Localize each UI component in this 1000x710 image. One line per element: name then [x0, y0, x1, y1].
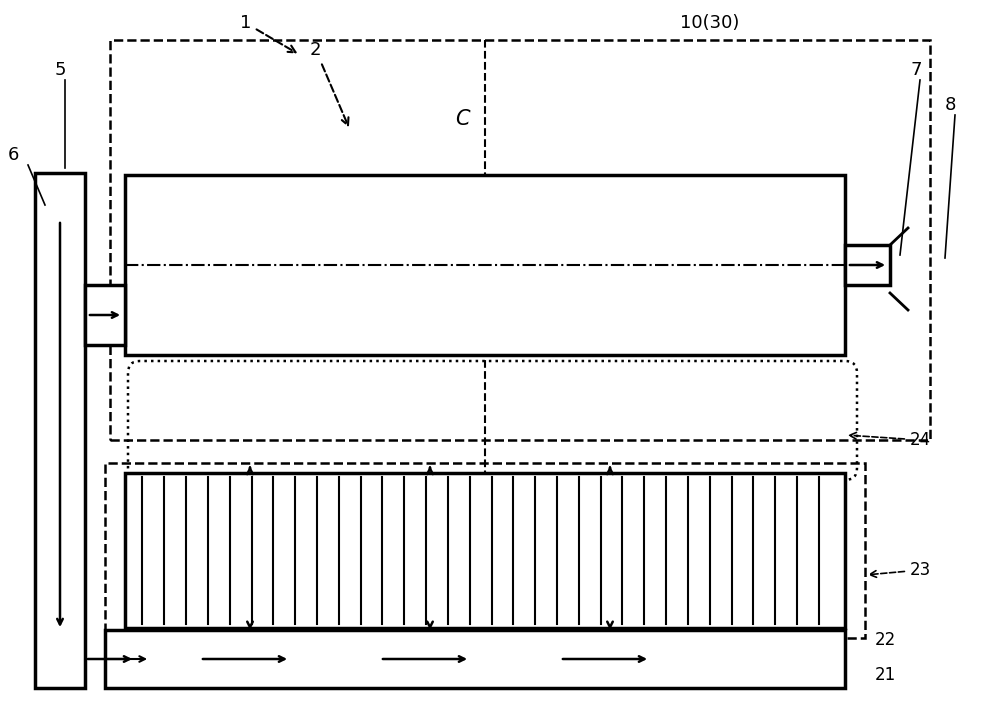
Bar [125, 473, 845, 628]
Text: 6: 6 [8, 146, 19, 164]
Bar [125, 175, 845, 355]
Bar [105, 463, 865, 638]
Bar [85, 285, 125, 345]
Text: 10(30): 10(30) [680, 14, 739, 32]
Bar [845, 245, 890, 285]
Text: 24: 24 [850, 431, 931, 449]
Text: 5: 5 [55, 61, 66, 79]
Bar [35, 173, 85, 688]
Text: 7: 7 [910, 61, 922, 79]
Bar [105, 630, 845, 688]
Text: 21: 21 [875, 666, 896, 684]
Text: 2: 2 [310, 41, 348, 125]
Bar [110, 40, 930, 440]
Text: 22: 22 [875, 631, 896, 649]
Text: 1: 1 [240, 14, 296, 53]
Text: C: C [455, 109, 470, 129]
Text: 8: 8 [945, 96, 956, 114]
Text: 23: 23 [870, 561, 931, 579]
